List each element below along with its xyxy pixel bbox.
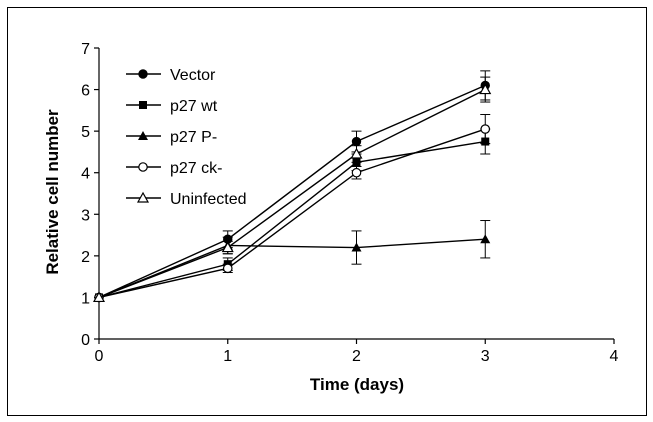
y-tick-label: 7 bbox=[81, 41, 90, 58]
marker-open-triangle bbox=[92, 291, 106, 303]
x-tick-label: 3 bbox=[481, 348, 490, 365]
marker-filled-triangle bbox=[480, 234, 491, 244]
x-axis-label: Time (days) bbox=[310, 375, 404, 394]
y-tick-label: 4 bbox=[81, 166, 90, 183]
y-tick-label: 3 bbox=[81, 207, 90, 224]
series-line bbox=[98, 238, 486, 299]
marker-filled-circle bbox=[351, 136, 362, 147]
marker-open-circle bbox=[138, 162, 148, 172]
series bbox=[94, 114, 491, 303]
legend: Vector p27 wt p27 P-p27 ck- Uninfected bbox=[126, 67, 247, 208]
x-tick-label: 0 bbox=[95, 348, 104, 365]
y-tick-label: 5 bbox=[81, 124, 90, 141]
marker-open-triangle bbox=[221, 241, 234, 253]
legend-label: p27 wt bbox=[170, 98, 218, 115]
legend-label: Uninfected bbox=[170, 191, 247, 208]
marker-filled-circle bbox=[138, 69, 148, 79]
marker-open-circle bbox=[480, 124, 491, 134]
series-line bbox=[98, 140, 486, 299]
legend-item: p27 wt bbox=[126, 98, 218, 115]
marker-open-triangle bbox=[479, 83, 492, 95]
x-tick-label: 2 bbox=[352, 348, 361, 365]
legend-label: p27 ck- bbox=[170, 160, 222, 177]
series-line bbox=[98, 128, 486, 299]
x-tick-label: 1 bbox=[223, 348, 232, 365]
y-tick-label: 1 bbox=[81, 290, 90, 307]
series bbox=[94, 220, 491, 302]
y-tick-label: 2 bbox=[81, 249, 90, 266]
series-line bbox=[98, 84, 486, 299]
axes: 0 1 2 3 4 5 6 7 0 1 2 3 4 bbox=[81, 41, 618, 365]
x-tick-label: 4 bbox=[610, 348, 619, 365]
series-line bbox=[98, 88, 486, 299]
plot-area bbox=[92, 70, 492, 303]
marker-open-triangle bbox=[350, 147, 363, 159]
marker-open-circle bbox=[351, 167, 362, 178]
legend-item: p27 ck- bbox=[126, 160, 222, 177]
marker-open-circle bbox=[222, 263, 233, 274]
y-tick-label: 0 bbox=[81, 332, 90, 349]
y-tick-label: 6 bbox=[81, 83, 90, 100]
marker-filled-triangle bbox=[351, 242, 362, 252]
legend-item: Vector bbox=[126, 67, 216, 84]
marker-filled-triangle bbox=[138, 131, 148, 140]
chart-frame bbox=[7, 7, 647, 416]
marker-filled-square bbox=[139, 101, 147, 109]
legend-label: p27 P- bbox=[170, 129, 217, 146]
legend-label: Vector bbox=[170, 67, 216, 84]
y-axis-label: Relative cell number bbox=[43, 109, 62, 275]
marker-open-triangle bbox=[136, 191, 150, 203]
legend-item: Uninfected bbox=[126, 191, 247, 208]
series bbox=[92, 76, 492, 303]
legend-item: p27 P- bbox=[126, 129, 217, 146]
